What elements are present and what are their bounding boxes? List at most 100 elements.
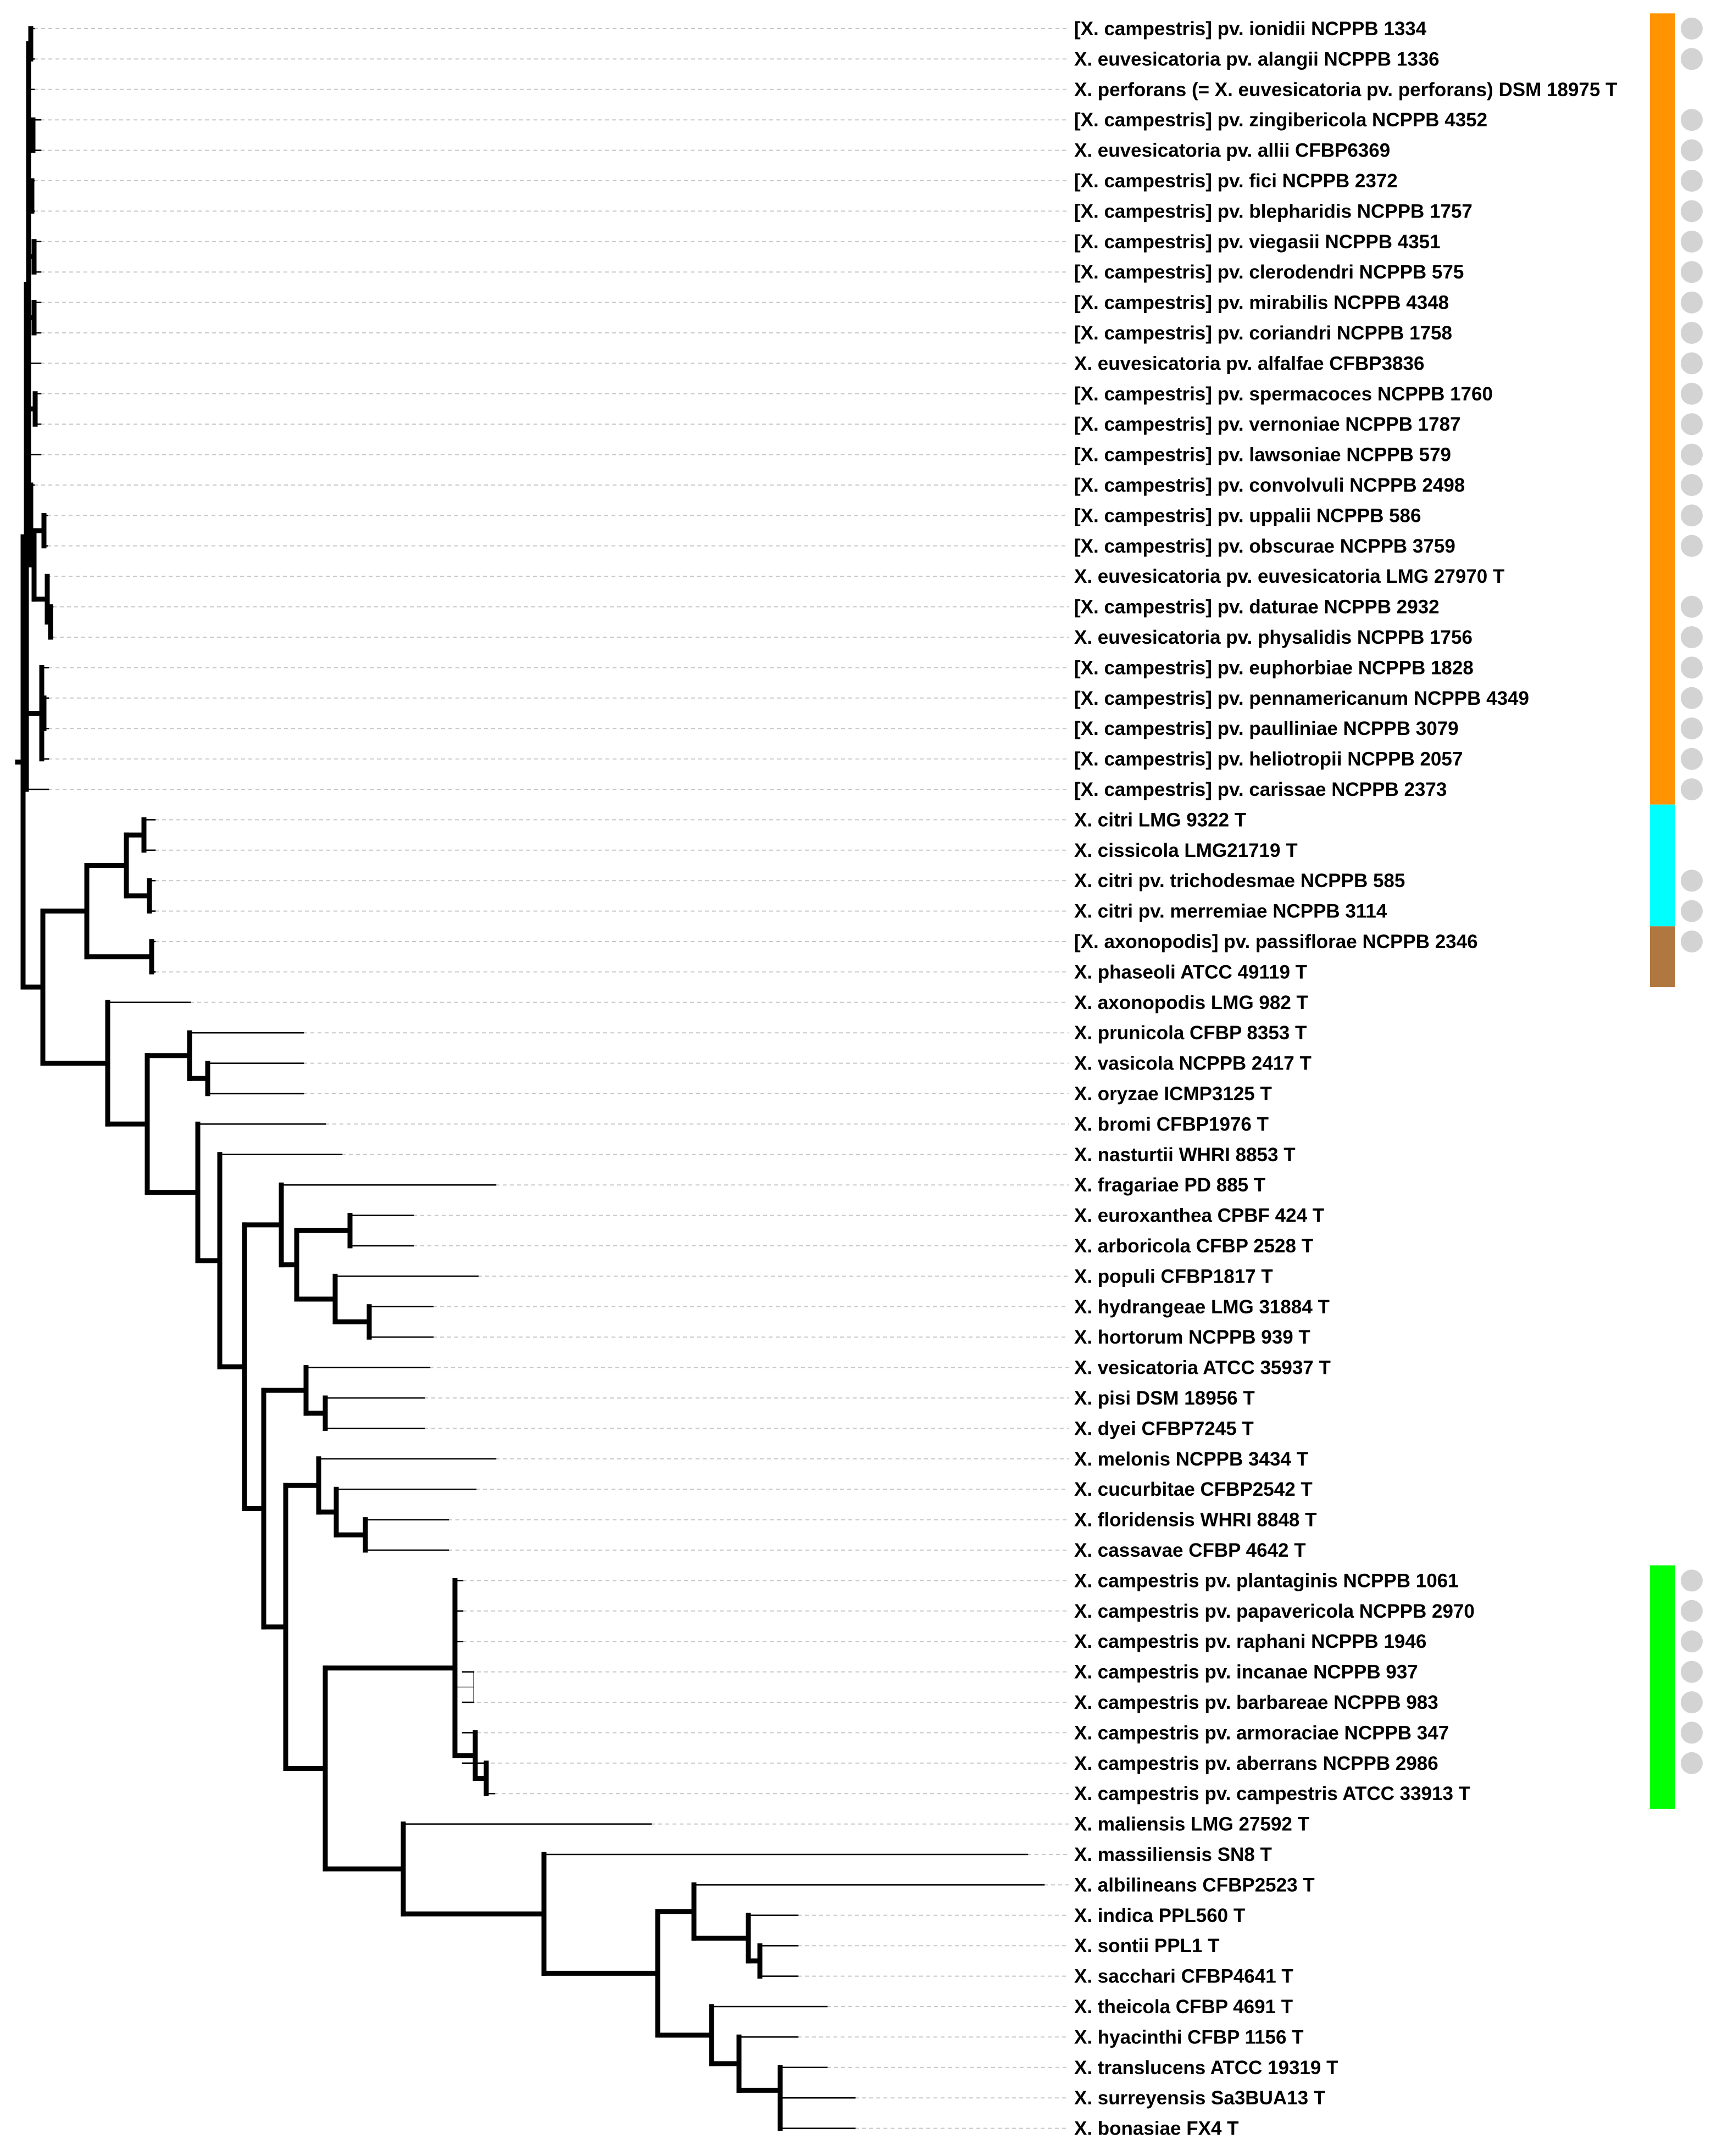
leaf-label: X. citri LMG 9322 T <box>1074 809 1246 831</box>
clade-strip-green <box>1650 1565 1675 1809</box>
marker-dot <box>1681 656 1703 679</box>
leaf-label: X. translucens ATCC 19319 T <box>1074 2057 1338 2079</box>
leaf-label: X. vasicola NCPPB 2417 T <box>1074 1053 1312 1074</box>
marker-dot <box>1681 504 1703 527</box>
leaf-label: X. campestris pv. incanae NCPPB 937 <box>1074 1662 1418 1683</box>
marker-dot <box>1681 291 1703 314</box>
leaf-label: X. campestris pv. aberrans NCPPB 2986 <box>1074 1753 1438 1774</box>
marker-dot <box>1681 748 1703 770</box>
clade-color-strips <box>1650 13 1675 1809</box>
marker-dot <box>1681 900 1703 922</box>
marker-dot <box>1681 534 1703 557</box>
leaf-label: [X. campestris] pv. blepharidis NCPPB 17… <box>1074 200 1472 222</box>
leaf-label: X. floridensis WHRI 8848 T <box>1074 1509 1317 1531</box>
leaf-label: X. maliensis LMG 27592 T <box>1074 1814 1309 1835</box>
clade-strip-orange <box>1650 13 1675 805</box>
leaf-label: [X. axonopodis] pv. passiflorae NCPPB 23… <box>1074 931 1478 952</box>
tree-branches <box>15 26 1045 2131</box>
leaf-label: [X. campestris] pv. viegasii NCPPB 4351 <box>1074 231 1441 253</box>
leaf-label: [X. campestris] pv. euphorbiae NCPPB 182… <box>1074 657 1474 678</box>
marker-dot <box>1681 931 1703 952</box>
leaf-label: X. arboricola CFBP 2528 T <box>1074 1235 1313 1257</box>
leaf-label: X. euvesicatoria pv. alfalfae CFBP3836 <box>1074 353 1424 374</box>
leaf-label: [X. campestris] pv. ionidii NCPPB 1334 <box>1074 18 1427 40</box>
leaf-label: [X. campestris] pv. paulliniae NCPPB 307… <box>1074 718 1459 739</box>
marker-dot <box>1681 870 1703 892</box>
marker-dot <box>1681 778 1703 800</box>
leaf-label: X. surreyensis Sa3BUA13 T <box>1074 2087 1325 2109</box>
leaf-label: X. campestris pv. plantaginis NCPPB 1061 <box>1074 1570 1459 1591</box>
leaf-label: [X. campestris] pv. coriandri NCPPB 1758 <box>1074 322 1452 344</box>
leaf-label: [X. campestris] pv. uppalii NCPPB 586 <box>1074 505 1421 526</box>
leaf-label: [X. campestris] pv. daturae NCPPB 2932 <box>1074 597 1440 618</box>
leaf-label: X. indica PPL560 T <box>1074 1905 1245 1926</box>
leaf-label: X. campestris pv. armoraciae NCPPB 347 <box>1074 1722 1449 1743</box>
marker-dot <box>1681 48 1703 70</box>
leaf-label: X. bromi CFBP1976 T <box>1074 1113 1269 1135</box>
leaf-label: X. massiliensis SN8 T <box>1074 1844 1272 1865</box>
marker-dot <box>1681 1569 1703 1592</box>
leaf-label: [X. campestris] pv. fici NCPPB 2372 <box>1074 170 1398 192</box>
marker-dot <box>1681 1661 1703 1683</box>
marker-dot <box>1681 18 1703 40</box>
leaf-label: [X. campestris] pv. vernoniae NCPPB 1787 <box>1074 414 1461 435</box>
leaf-label: X. prunicola CFBP 8353 T <box>1074 1022 1307 1044</box>
marker-dot <box>1681 1600 1703 1622</box>
marker-dot <box>1681 382 1703 405</box>
leaf-label: X. nasturtii WHRI 8853 T <box>1074 1144 1296 1166</box>
leaf-label: [X. campestris] pv. zingibericola NCPPB … <box>1074 109 1487 131</box>
leaf-label: X. sacchari CFBP4641 T <box>1074 1966 1293 1987</box>
leaf-label: X. bonasiae FX4 T <box>1074 2118 1239 2140</box>
marker-dot <box>1681 474 1703 496</box>
clade-strip-brown <box>1650 926 1675 988</box>
leaf-label: X. dyei CFBP7245 T <box>1074 1418 1254 1439</box>
leaf-label: X. euvesicatoria pv. physalidis NCPPB 17… <box>1074 627 1472 648</box>
leaf-label: X. axonopodis LMG 982 T <box>1074 992 1308 1013</box>
leaf-label: [X. campestris] pv. spermacoces NCPPB 17… <box>1074 383 1493 405</box>
leaf-label: [X. campestris] pv. heliotropii NCPPB 20… <box>1074 749 1463 770</box>
leaf-label: X. phaseoli ATCC 49119 T <box>1074 961 1307 983</box>
leaf-labels: [X. campestris] pv. ionidii NCPPB 1334 X.… <box>1074 18 1617 2140</box>
leaf-label: X. cassavae CFBP 4642 T <box>1074 1540 1306 1561</box>
leaf-label: X. populi CFBP1817 T <box>1074 1266 1273 1287</box>
marker-dot <box>1681 595 1703 618</box>
leaf-label: X. perforans (= X. euvesicatoria pv. per… <box>1074 79 1617 101</box>
leaf-label: X. euvesicatoria pv. euvesicatoria LMG 2… <box>1074 566 1504 587</box>
leaf-label: X. campestris pv. papavericola NCPPB 297… <box>1074 1601 1475 1622</box>
leaf-label: X. campestris pv. raphani NCPPB 1946 <box>1074 1631 1426 1652</box>
marker-dot <box>1681 230 1703 253</box>
leaf-label: [X. campestris] pv. lawsoniae NCPPB 579 <box>1074 444 1451 466</box>
marker-dot <box>1681 626 1703 648</box>
leaf-label: [X. campestris] pv. pennamericanum NCPPB… <box>1074 688 1529 709</box>
leaf-label: X. sontii PPL1 T <box>1074 1935 1219 1957</box>
leaf-label: X. citri pv. merremiae NCPPB 3114 <box>1074 901 1387 922</box>
leaf-label: [X. campestris] pv. clerodendri NCPPB 57… <box>1074 261 1464 283</box>
marker-dot <box>1681 1722 1703 1744</box>
leaf-label: X. euroxanthea CPBF 424 T <box>1074 1205 1324 1227</box>
leaf-label: [X. campestris] pv. mirabilis NCPPB 4348 <box>1074 292 1449 314</box>
dashed-leader-lines <box>34 28 1069 2129</box>
leaf-label: X. theicola CFBP 4691 T <box>1074 1996 1293 2018</box>
marker-dot <box>1681 109 1703 131</box>
leaf-label: [X. campestris] pv. carissae NCPPB 2373 <box>1074 779 1447 800</box>
marker-dot <box>1681 261 1703 283</box>
marker-dot <box>1681 413 1703 436</box>
marker-dot <box>1681 200 1703 222</box>
marker-dot <box>1681 170 1703 192</box>
leaf-label: [X. campestris] pv. obscurae NCPPB 3759 <box>1074 536 1455 557</box>
leaf-label: X. melonis NCPPB 3434 T <box>1074 1449 1308 1470</box>
leaf-label: X. hydrangeae LMG 31884 T <box>1074 1296 1330 1318</box>
marker-dot <box>1681 352 1703 375</box>
marker-dot <box>1681 687 1703 709</box>
marker-dot <box>1681 1752 1703 1774</box>
leaf-label: X. campestris pv. campestris ATCC 33913 … <box>1074 1783 1470 1804</box>
marker-dot <box>1681 139 1703 161</box>
leaf-label: X. oryzae ICMP3125 T <box>1074 1083 1272 1105</box>
leaf-label: X. euvesicatoria pv. alangii NCPPB 1336 <box>1074 48 1440 70</box>
leaf-label: X. cucurbitae CFBP2542 T <box>1074 1479 1313 1500</box>
marker-dot <box>1681 1691 1703 1713</box>
marker-dot <box>1681 443 1703 466</box>
marker-dot <box>1681 1630 1703 1653</box>
leaf-label: X. euvesicatoria pv. allii CFBP6369 <box>1074 140 1390 161</box>
